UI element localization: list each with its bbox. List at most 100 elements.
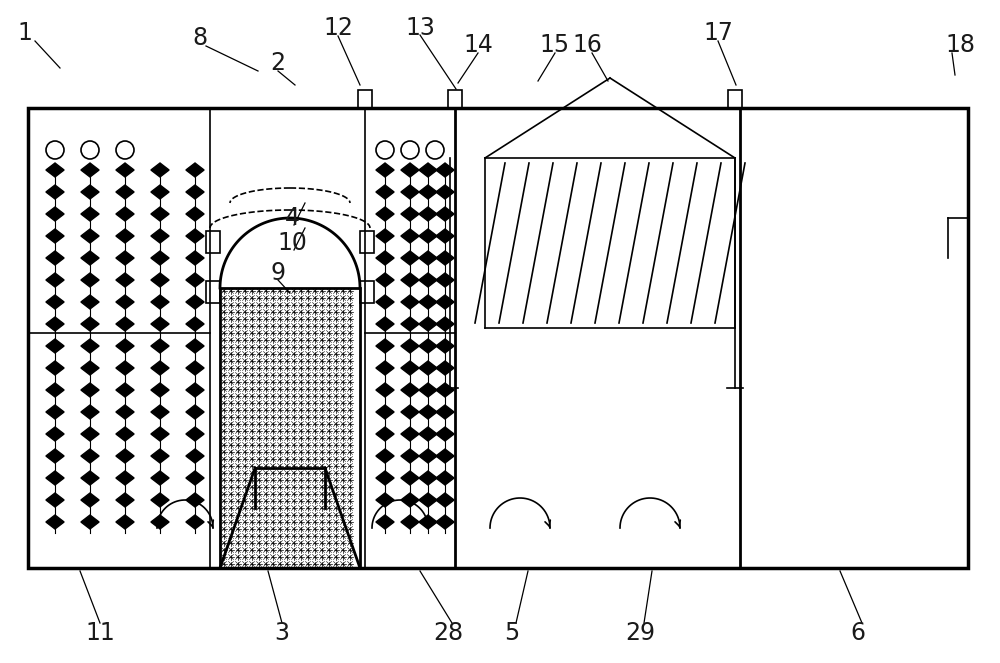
Polygon shape — [116, 185, 134, 199]
Polygon shape — [436, 207, 454, 221]
Polygon shape — [186, 295, 204, 309]
Polygon shape — [151, 273, 169, 287]
Polygon shape — [46, 207, 64, 221]
Polygon shape — [46, 317, 64, 331]
Text: 14: 14 — [463, 33, 493, 57]
Polygon shape — [401, 383, 419, 397]
Polygon shape — [46, 295, 64, 309]
Polygon shape — [46, 229, 64, 243]
Polygon shape — [81, 471, 99, 485]
Polygon shape — [116, 229, 134, 243]
Polygon shape — [116, 515, 134, 529]
Polygon shape — [81, 405, 99, 419]
Polygon shape — [151, 515, 169, 529]
Polygon shape — [186, 317, 204, 331]
Polygon shape — [81, 515, 99, 529]
Polygon shape — [419, 515, 437, 529]
Polygon shape — [116, 251, 134, 265]
Polygon shape — [116, 317, 134, 331]
Polygon shape — [401, 427, 419, 441]
Polygon shape — [436, 163, 454, 177]
Polygon shape — [436, 383, 454, 397]
Polygon shape — [151, 163, 169, 177]
Polygon shape — [419, 207, 437, 221]
Polygon shape — [436, 361, 454, 375]
Polygon shape — [436, 471, 454, 485]
Polygon shape — [151, 251, 169, 265]
Polygon shape — [81, 361, 99, 375]
Polygon shape — [186, 405, 204, 419]
Polygon shape — [419, 273, 437, 287]
Bar — [448, 90, 462, 108]
Polygon shape — [401, 493, 419, 507]
Polygon shape — [116, 471, 134, 485]
Polygon shape — [436, 251, 454, 265]
Polygon shape — [401, 229, 419, 243]
Polygon shape — [436, 427, 454, 441]
Polygon shape — [81, 427, 99, 441]
Polygon shape — [151, 493, 169, 507]
Polygon shape — [81, 383, 99, 397]
Bar — [220, 288, 360, 568]
Polygon shape — [419, 383, 437, 397]
Polygon shape — [401, 185, 419, 199]
Text: 6: 6 — [850, 621, 865, 645]
Polygon shape — [376, 427, 394, 441]
Polygon shape — [436, 405, 454, 419]
Polygon shape — [436, 295, 454, 309]
Polygon shape — [186, 471, 204, 485]
Polygon shape — [436, 449, 454, 463]
Bar — [358, 90, 372, 108]
Polygon shape — [116, 295, 134, 309]
Polygon shape — [116, 273, 134, 287]
Text: 16: 16 — [572, 33, 602, 57]
Polygon shape — [151, 449, 169, 463]
Polygon shape — [186, 493, 204, 507]
Polygon shape — [116, 405, 134, 419]
Polygon shape — [81, 251, 99, 265]
Text: 4: 4 — [285, 206, 300, 230]
Polygon shape — [186, 515, 204, 529]
Polygon shape — [376, 515, 394, 529]
Polygon shape — [81, 273, 99, 287]
Polygon shape — [46, 163, 64, 177]
Polygon shape — [81, 295, 99, 309]
Polygon shape — [46, 427, 64, 441]
Polygon shape — [376, 471, 394, 485]
Bar — [28, 108, 968, 568]
Polygon shape — [376, 493, 394, 507]
Polygon shape — [419, 229, 437, 243]
Polygon shape — [401, 273, 419, 287]
Polygon shape — [419, 405, 437, 419]
Text: 17: 17 — [703, 21, 733, 45]
Polygon shape — [401, 449, 419, 463]
Text: 15: 15 — [540, 33, 570, 57]
Polygon shape — [419, 493, 437, 507]
Polygon shape — [81, 339, 99, 353]
Text: 13: 13 — [405, 16, 435, 40]
Polygon shape — [151, 295, 169, 309]
Polygon shape — [376, 185, 394, 199]
Polygon shape — [401, 295, 419, 309]
Polygon shape — [419, 449, 437, 463]
Polygon shape — [151, 229, 169, 243]
Polygon shape — [401, 207, 419, 221]
Polygon shape — [46, 339, 64, 353]
Polygon shape — [46, 251, 64, 265]
Polygon shape — [151, 339, 169, 353]
Polygon shape — [186, 163, 204, 177]
Polygon shape — [186, 229, 204, 243]
Polygon shape — [116, 163, 134, 177]
Polygon shape — [151, 383, 169, 397]
Polygon shape — [46, 361, 64, 375]
Polygon shape — [151, 427, 169, 441]
Polygon shape — [376, 273, 394, 287]
Text: 29: 29 — [625, 621, 655, 645]
Polygon shape — [419, 361, 437, 375]
Text: 12: 12 — [323, 16, 353, 40]
Bar — [360, 231, 374, 253]
Polygon shape — [436, 273, 454, 287]
Polygon shape — [186, 339, 204, 353]
Polygon shape — [401, 339, 419, 353]
Polygon shape — [376, 449, 394, 463]
